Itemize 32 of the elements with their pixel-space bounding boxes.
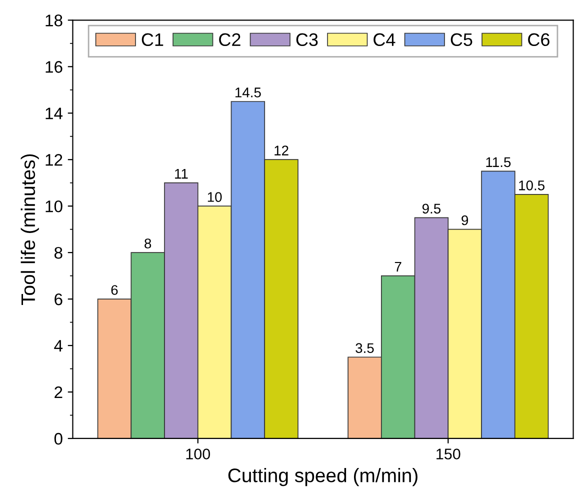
data-label: 10.5 bbox=[519, 180, 544, 190]
y-tick-label: 16 bbox=[46, 61, 62, 73]
data-label: 6 bbox=[111, 285, 118, 295]
y-tick-label: 12 bbox=[46, 154, 62, 166]
x-tick-label: 150 bbox=[436, 448, 460, 460]
legend-label: C1 bbox=[142, 33, 164, 46]
y-tick-label: 8 bbox=[54, 246, 62, 259]
data-label: 11 bbox=[175, 169, 188, 179]
legend-label: C6 bbox=[528, 33, 550, 46]
y-tick-label: 0 bbox=[54, 432, 62, 445]
legend-label: C4 bbox=[374, 33, 396, 46]
legend-label: C2 bbox=[219, 33, 240, 46]
y-tick-label: 14 bbox=[46, 108, 63, 120]
y-tick-label: 2 bbox=[54, 386, 62, 398]
legend-label: C3 bbox=[296, 33, 318, 46]
data-label: 14.5 bbox=[235, 88, 261, 98]
data-label: 8 bbox=[144, 238, 152, 248]
y-tick-label: 18 bbox=[46, 14, 62, 26]
data-label: 9 bbox=[462, 215, 468, 226]
y-tick-label: 6 bbox=[54, 293, 62, 306]
data-label: 9.5 bbox=[422, 204, 441, 214]
data-label: 3.5 bbox=[356, 343, 374, 354]
y-tick-label: 10 bbox=[46, 200, 62, 212]
y-tick-label: 4 bbox=[54, 340, 63, 352]
data-label: 11.5 bbox=[486, 157, 511, 168]
data-label: 7 bbox=[394, 262, 402, 272]
y-axis-title: Tool life (minutes) bbox=[20, 154, 39, 306]
legend-label: C5 bbox=[450, 33, 472, 46]
data-label: 12 bbox=[274, 146, 288, 156]
data-label: 10 bbox=[208, 192, 222, 202]
x-axis-title: Cutting speed (m/min) bbox=[228, 468, 418, 486]
x-tick-label: 100 bbox=[186, 448, 210, 460]
